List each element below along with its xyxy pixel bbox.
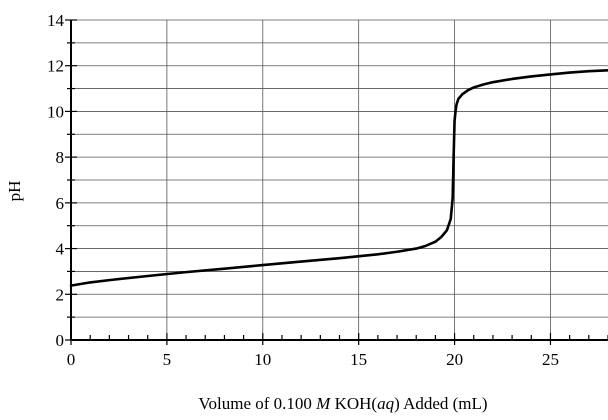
y-tick-label-2: 2 <box>56 285 65 304</box>
y-tick-label-12: 12 <box>47 57 64 76</box>
x-tick-label-10: 10 <box>254 350 271 369</box>
x-tick-label-5: 5 <box>163 350 172 369</box>
y-tick-label-4: 4 <box>56 240 65 259</box>
y-tick-label-14: 14 <box>47 11 65 30</box>
y-tick-label-10: 10 <box>47 102 64 121</box>
x-tick-label-0: 0 <box>67 350 76 369</box>
x-tick-label-25: 25 <box>542 350 559 369</box>
x-tick-label-15: 15 <box>350 350 367 369</box>
tick-labels: 0 5 10 15 20 25 0 2 4 6 8 10 12 14 <box>47 11 559 369</box>
y-tick-label-6: 6 <box>56 194 65 213</box>
grid-lines <box>71 19 608 340</box>
x-tick-label-20: 20 <box>446 350 463 369</box>
titration-curve-line <box>69 68 608 287</box>
tick-marks <box>65 19 608 345</box>
y-tick-label-8: 8 <box>56 148 65 167</box>
x-axis-title: Volume of 0.100 M KOH(aq) Added (mL) <box>198 394 487 413</box>
y-tick-label-0: 0 <box>56 331 65 350</box>
y-axis-title: pH <box>5 181 24 202</box>
